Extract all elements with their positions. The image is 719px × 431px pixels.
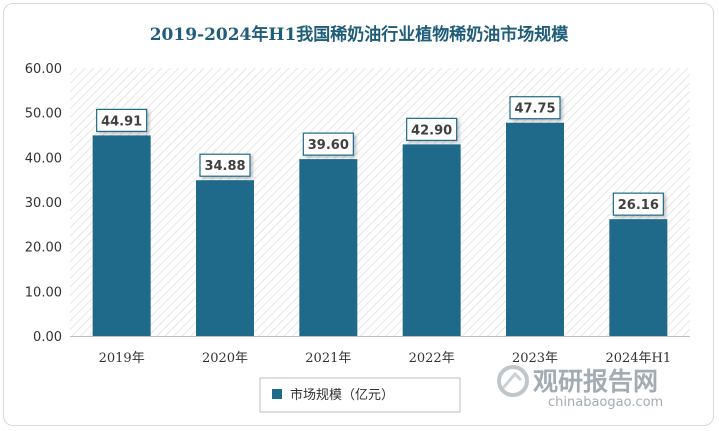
watermark-url: chinabaogao.com bbox=[548, 395, 663, 410]
bar bbox=[609, 219, 668, 336]
plot-area-background bbox=[70, 68, 690, 336]
y-tick-label: 30.00 bbox=[25, 196, 62, 211]
bar bbox=[196, 180, 254, 336]
y-tick-label: 60.00 bbox=[25, 62, 62, 77]
data-label: 26.16 bbox=[618, 198, 659, 213]
legend-box bbox=[259, 377, 461, 413]
chart-title: 2019-2024年H1我国稀奶油行业植物稀奶油市场规模 bbox=[150, 24, 570, 45]
data-label: 39.60 bbox=[308, 138, 349, 153]
x-category-label: 2022年 bbox=[409, 351, 455, 366]
data-label-box bbox=[406, 117, 458, 141]
x-category-label: 2020年 bbox=[202, 351, 248, 366]
data-label-box bbox=[302, 132, 354, 156]
data-label: 34.88 bbox=[204, 159, 245, 174]
legend-label: 市场规模（亿元） bbox=[290, 387, 394, 403]
data-label: 44.91 bbox=[101, 114, 142, 129]
y-tick-label: 10.00 bbox=[25, 285, 62, 300]
legend-swatch bbox=[272, 389, 282, 399]
y-tick-label: 0.00 bbox=[33, 330, 62, 345]
bar bbox=[299, 159, 358, 336]
data-label: 42.90 bbox=[411, 123, 452, 138]
watermark-logo-icon bbox=[497, 365, 529, 397]
watermark-name: 观研报告网 bbox=[533, 367, 658, 396]
x-category-label: 2024年H1 bbox=[605, 351, 671, 366]
y-tick-label: 40.00 bbox=[25, 151, 62, 166]
x-axis-categories: 2019年 2020年 2021年 2022年 2023年 2024年H1 bbox=[99, 351, 672, 366]
data-labels: 44.91 34.88 39.60 42.90 47.75 26.16 bbox=[96, 96, 664, 216]
x-category-label: 2019年 bbox=[99, 351, 145, 366]
bar bbox=[506, 122, 564, 336]
watermark: 观研报告网 chinabaogao.com bbox=[497, 365, 663, 410]
y-axis-ticks: 0.00 10.00 20.00 30.00 40.00 50.00 60.00 bbox=[25, 62, 62, 345]
bar bbox=[402, 144, 461, 336]
data-label: 47.75 bbox=[514, 102, 555, 117]
bars bbox=[92, 122, 668, 336]
bar bbox=[92, 135, 151, 336]
legend: 市场规模（亿元） bbox=[259, 377, 461, 413]
x-category-label: 2023年 bbox=[512, 351, 558, 366]
data-label-box bbox=[96, 108, 148, 133]
y-tick-label: 50.00 bbox=[25, 107, 62, 122]
data-label-box bbox=[199, 153, 251, 177]
data-label-box bbox=[509, 96, 561, 120]
data-label-box bbox=[612, 192, 664, 216]
x-category-label: 2021年 bbox=[305, 351, 351, 366]
y-tick-label: 20.00 bbox=[25, 241, 62, 256]
